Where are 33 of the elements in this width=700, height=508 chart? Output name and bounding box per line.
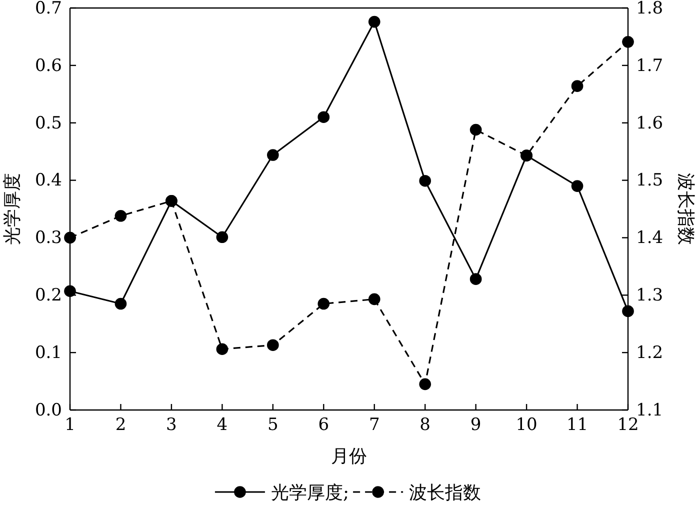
y2-tick-label: 1.2 — [636, 343, 664, 364]
x-tick-label: 4 — [216, 415, 228, 436]
y-tick-label: 0.6 — [34, 56, 62, 76]
x-tick-label: 10 — [516, 415, 538, 436]
y-tick-label: 0.4 — [34, 170, 62, 191]
y-axis-title: 光学厚度 — [2, 173, 23, 245]
x-axis-title: 月份 — [331, 446, 367, 467]
y-tick-label: 0.5 — [34, 113, 62, 134]
legend-label: 光学厚度; — [270, 482, 350, 504]
y-tick-label: 0.2 — [34, 286, 62, 306]
y2-tick-label: 1.8 — [636, 0, 664, 18]
x-tick-label: 1 — [64, 415, 76, 436]
x-tick-label: 7 — [368, 415, 380, 436]
x-tick-label: 12 — [617, 415, 639, 436]
x-tick-label: 2 — [115, 415, 126, 436]
y2-tick-label: 1.6 — [636, 113, 664, 134]
y2-tick-label: 1.3 — [636, 286, 664, 306]
y-tick-label: 0.3 — [34, 228, 62, 248]
y2-tick-label: 1.1 — [636, 400, 664, 420]
x-tick-label: 8 — [420, 415, 431, 436]
y-tick-label: 0.7 — [34, 0, 62, 18]
x-tick-label: 9 — [470, 415, 482, 436]
x-tick-label: 3 — [166, 415, 177, 436]
x-tick-label: 5 — [267, 415, 278, 436]
legend-label: 波长指数 — [409, 482, 482, 504]
x-tick-label: 11 — [566, 415, 588, 436]
y2-tick-label: 1.7 — [636, 56, 664, 76]
y2-axis-title: 波长指数 — [675, 173, 696, 245]
y2-tick-label: 1.5 — [636, 170, 664, 191]
y-tick-label: 0.1 — [34, 343, 62, 364]
x-tick-label: 6 — [318, 415, 330, 436]
y-tick-label: 0.0 — [34, 400, 62, 420]
y2-tick-label: 1.4 — [636, 228, 664, 248]
